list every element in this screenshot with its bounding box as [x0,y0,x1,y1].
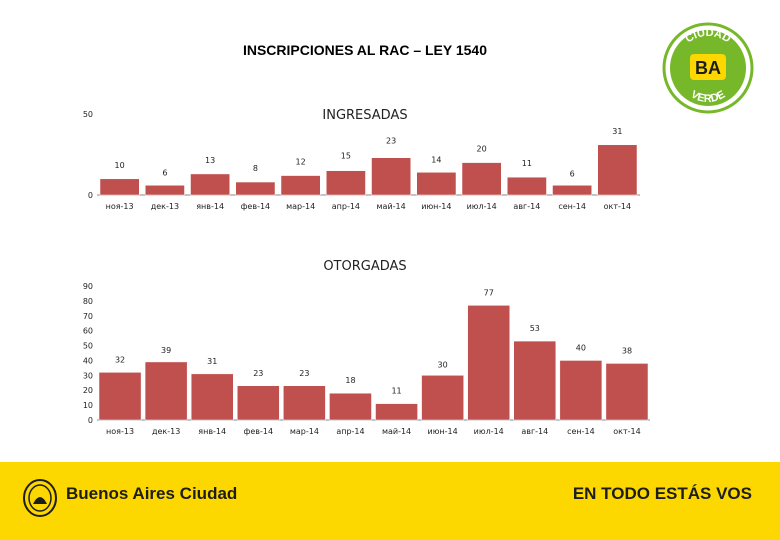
data-label: 40 [576,343,586,352]
bar [190,173,230,196]
x-tick-label: янв-14 [196,202,224,211]
bar [237,385,280,421]
bar [99,178,140,196]
y-tick-label: 90 [83,282,93,291]
badge-center-text: BA [695,58,721,78]
y-tick-label: 30 [83,371,93,380]
ciudad-verde-badge: CIUDAD BA VERDE [662,22,754,114]
y-tick-label: 50 [83,342,93,351]
data-label: 23 [253,369,263,378]
bar [421,375,464,421]
x-tick-label: июн-14 [421,202,451,211]
data-label: 32 [115,355,125,364]
x-tick-label: июн-14 [428,427,458,436]
bar [329,392,372,421]
y-tick-label: 50 [83,110,93,119]
x-tick-label: апр-14 [332,202,360,211]
y-tick-label: 40 [83,356,93,365]
data-label: 11 [522,159,532,168]
x-tick-label: мар-14 [290,427,319,436]
bar [552,185,592,196]
data-label: 31 [612,127,622,136]
x-tick-label: апр-14 [336,427,364,436]
x-tick-label: ноя-13 [106,427,134,436]
bar [235,181,276,196]
bar [371,157,411,196]
x-tick-label: сен-14 [558,202,586,211]
slide-title: INSCRIPCIONES AL RAC – LEY 1540 [242,42,488,58]
data-label: 39 [161,346,171,355]
data-label: 15 [341,152,351,161]
bar [507,176,547,196]
x-tick-label: дек-13 [152,427,180,436]
x-tick-label: окт-14 [613,427,640,436]
bar [98,372,142,421]
data-label: 10 [115,161,125,170]
x-tick-label: ноя-13 [106,202,134,211]
data-label: 23 [299,369,309,378]
bar [416,172,457,196]
chart-otorgadas: OTORGADAS 0 10 20 30 40 50 60 70 80 90 32 ноя-13 39 де… [83,259,650,436]
bar [326,170,366,196]
bar [461,162,502,196]
footer-brand: Buenos Aires Ciudad [66,484,238,503]
data-label: 12 [296,158,306,167]
y-tick-label: 80 [83,297,93,306]
x-tick-label: июл-14 [467,202,497,211]
x-tick-label: янв-14 [198,427,226,436]
data-label: 23 [386,137,396,146]
data-label: 13 [205,156,215,165]
bar [605,363,649,421]
x-tick-label: мар-14 [286,202,315,211]
data-label: 6 [570,169,575,178]
x-tick-label: май-14 [377,202,406,211]
data-label: 31 [207,357,217,366]
data-label: 30 [438,360,448,369]
x-tick-label: июл-14 [474,427,504,436]
x-tick-label: сен-14 [567,427,595,436]
x-tick-label: май-14 [382,427,411,436]
x-tick-label: авг-14 [521,427,548,436]
x-tick-label: фев-14 [241,202,271,211]
x-tick-label: фев-14 [244,427,274,436]
data-label: 38 [622,346,632,355]
bar [145,185,185,196]
bar [467,305,510,421]
bar [144,361,188,421]
data-label: 11 [391,387,401,396]
data-label: 18 [345,376,355,385]
bar [190,373,234,421]
x-tick-label: авг-14 [513,202,540,211]
footer-bar: Buenos Aires Ciudad EN TODO ESTÁS VOS [0,462,780,540]
data-label: 53 [530,324,540,333]
chart-ingresadas: INGRESADAS 0 50 10 ноя-13 6 дек-13 13 янв-14 8 фев… [83,108,640,211]
bar [559,360,603,421]
badge-ba-box [690,54,726,80]
data-label: 6 [162,168,167,177]
data-label: 14 [431,155,441,164]
y-tick-label: 20 [83,386,93,395]
x-tick-label: дек-13 [151,202,179,211]
bar [513,340,557,421]
y-tick-label: 0 [88,416,93,425]
bar [283,385,326,421]
city-seal-icon [23,479,57,517]
chart-title: OTORGADAS [323,259,406,274]
y-tick-label: 0 [88,191,93,200]
bar [597,144,638,196]
data-label: 77 [484,288,494,297]
data-label: 8 [253,164,258,173]
badge-bottom-text: VERDE [689,89,728,106]
y-tick-label: 10 [83,401,93,410]
y-tick-label: 60 [83,327,93,336]
chart-title: INGRESADAS [322,108,407,123]
y-tick-label: 70 [83,312,93,321]
bar [375,403,418,421]
bar [280,175,321,196]
footer-slogan: EN TODO ESTÁS VOS [572,484,752,503]
x-tick-label: окт-14 [604,202,631,211]
data-label: 20 [477,145,487,154]
